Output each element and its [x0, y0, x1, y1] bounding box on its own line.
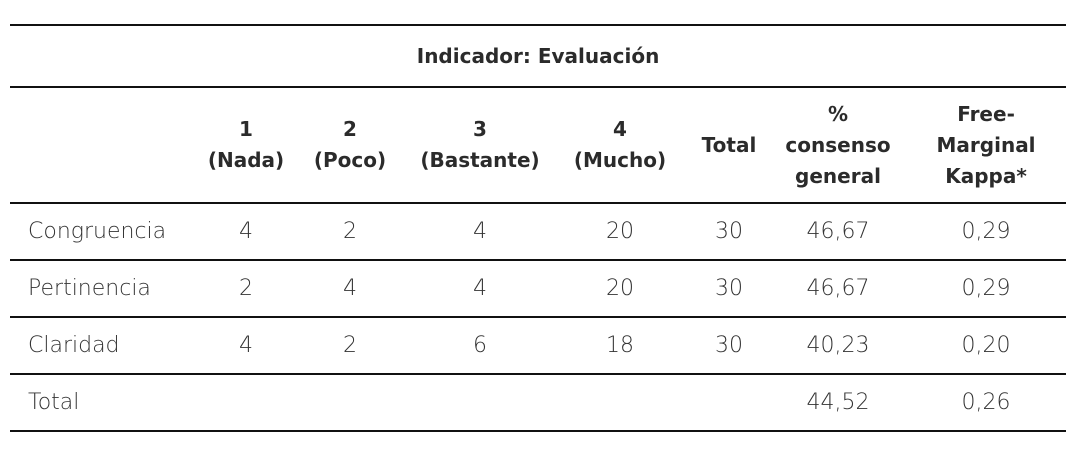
cell [552, 374, 688, 432]
header-cell: Total [688, 87, 770, 204]
cell: 4 [200, 317, 292, 375]
header-line: Kappa* [945, 163, 1027, 188]
header-line: 4 [613, 117, 627, 141]
cell: 20 [552, 260, 688, 318]
header-cell: 2 (Poco) [292, 87, 408, 204]
cell [200, 374, 292, 432]
header-line: (Poco) [313, 148, 387, 172]
cell: 2 [292, 203, 408, 261]
table-row: Claridad 4 2 6 18 30 40,23 0,20 [10, 317, 1067, 375]
cell: 18 [552, 317, 688, 375]
header-cell: 3 (Bastante) [408, 87, 552, 204]
cell: 20 [552, 203, 688, 261]
cell: 40,23 [770, 317, 906, 375]
row-label: Pertinencia [10, 260, 200, 318]
row-label: Claridad [10, 317, 200, 375]
cell: 4 [200, 203, 292, 261]
table-row: Pertinencia 2 4 4 20 30 46,67 0,29 [10, 260, 1067, 318]
header-line: Total [701, 132, 757, 157]
header-cell: Free- Marginal Kappa* [906, 87, 1067, 204]
header-line: 1 [239, 117, 253, 141]
cell: 6 [408, 317, 552, 375]
cell: 30 [688, 260, 770, 318]
header-line: Marginal [936, 132, 1036, 157]
cell: 0,29 [906, 203, 1067, 261]
cell: 4 [408, 260, 552, 318]
table-row: Congruencia 4 2 4 20 30 46,67 0,29 [10, 203, 1067, 261]
row-label: Total [10, 374, 200, 432]
cell [688, 374, 770, 432]
table-title: Indicador: Evaluación [10, 24, 1067, 88]
cell: 2 [200, 260, 292, 318]
cell: 44,52 [770, 374, 906, 432]
header-line: % [827, 101, 849, 126]
header-line: 3 [473, 117, 487, 141]
header-cell: 4 (Mucho) [552, 87, 688, 204]
header-line: general [795, 163, 881, 188]
header-line: (Bastante) [420, 148, 540, 172]
cell [408, 374, 552, 432]
header-line: consenso [785, 132, 891, 157]
table-body: Congruencia 4 2 4 20 30 46,67 0,29 Pertinencia 2 4… [10, 203, 1067, 432]
header-cell [10, 87, 200, 204]
header-line: (Mucho) [573, 148, 667, 172]
cell: 46,67 [770, 203, 906, 261]
header-cell: 1 (Nada) [200, 87, 292, 204]
table-row: Total 44,52 0,26 [10, 374, 1067, 432]
header-line: (Nada) [207, 148, 285, 172]
cell: 4 [292, 260, 408, 318]
cell: 0,29 [906, 260, 1067, 318]
header-line: Free- [957, 101, 1015, 126]
header-line: 2 [343, 117, 357, 141]
cell: 30 [688, 203, 770, 261]
results-table: Indicador: Evaluación 1 (Nada) 2 (Poco) 3 (Ba… [10, 24, 1067, 432]
cell: 2 [292, 317, 408, 375]
header-cell: % consenso general [770, 87, 906, 204]
cell: 46,67 [770, 260, 906, 318]
header-row: 1 (Nada) 2 (Poco) 3 (Bastante) 4 (Mucho) Total% c… [10, 87, 1067, 204]
cell: 4 [408, 203, 552, 261]
cell: 0,26 [906, 374, 1067, 432]
cell: 30 [688, 317, 770, 375]
cell [292, 374, 408, 432]
title-row: Indicador: Evaluación [10, 24, 1067, 88]
cell: 0,20 [906, 317, 1067, 375]
row-label: Congruencia [10, 203, 200, 261]
